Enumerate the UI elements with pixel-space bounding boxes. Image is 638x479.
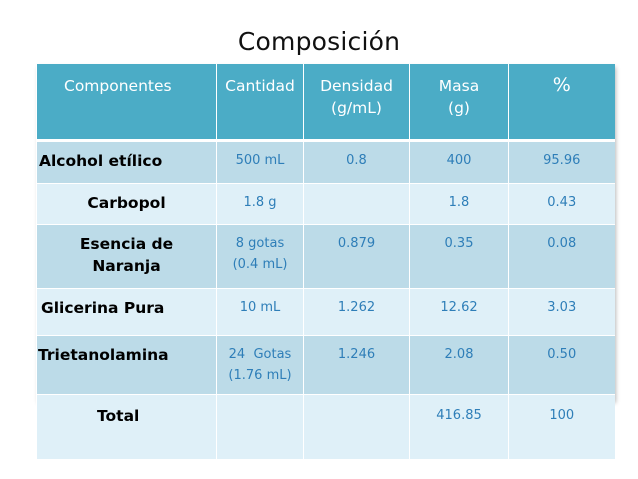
cell-quantity: 24 Gotas (1.76 mL) — [216, 335, 304, 395]
cell-component: Alcohol etílico — [36, 140, 217, 184]
cell-density: 0.8 — [303, 140, 410, 184]
cell-component: Carbopol — [36, 183, 217, 225]
cell-quantity: 10 mL — [216, 288, 304, 336]
cell-quantity: 500 mL — [216, 140, 304, 184]
cell-mass: 12.62 — [409, 288, 509, 336]
cell-component: Esencia de Naranja — [36, 224, 217, 289]
cell-quantity-line1: 8 gotas — [235, 236, 285, 251]
cell-percent: 0.50 — [508, 335, 615, 395]
cell-percent: 95.96 — [508, 140, 615, 184]
page-title: Composición — [237, 27, 401, 56]
cell-density: 1.262 — [303, 288, 410, 336]
cell-mass: 400 — [409, 140, 509, 184]
table-row: Alcohol etílico 500 mL 0.8 400 95.96 — [36, 140, 615, 184]
header-densidad-line2: (g/mL) — [331, 99, 382, 117]
cell-quantity-line2: (1.76 mL) — [228, 368, 292, 383]
cell-density — [303, 183, 410, 225]
cell-mass: 2.08 — [409, 335, 509, 395]
cell-percent: 0.43 — [508, 183, 615, 225]
header-masa-line2: (g) — [448, 99, 470, 117]
cell-density: 1.246 — [303, 335, 410, 395]
cell-percent: 3.03 — [508, 288, 615, 336]
cell-total-label: Total — [36, 394, 217, 460]
cell-quantity-line1: 24 Gotas — [228, 347, 292, 362]
cell-quantity: 1.8 g — [216, 183, 304, 225]
table-row: Carbopol 1.8 g 1.8 0.43 — [36, 183, 615, 225]
header-percent: % — [508, 64, 615, 142]
table-row: Glicerina Pura 10 mL 1.262 12.62 3.03 — [36, 288, 615, 336]
cell-mass: 1.8 — [409, 183, 509, 225]
header-cantidad: Cantidad — [216, 64, 304, 142]
composition-table-container: Componentes Cantidad Densidad (g/mL) Masa… — [36, 64, 615, 460]
cell-component: Trietanolamina — [36, 335, 217, 395]
table-header-row: Componentes Cantidad Densidad (g/mL) Masa… — [36, 64, 615, 142]
header-masa: Masa (g) — [409, 64, 509, 142]
header-densidad-line1: Densidad — [320, 77, 393, 95]
header-masa-line1: Masa — [438, 77, 480, 95]
cell-quantity-line2: (0.4 mL) — [232, 257, 288, 272]
table-row: Esencia de Naranja 8 gotas (0.4 mL) 0.879 … — [36, 224, 615, 289]
composition-table: Componentes Cantidad Densidad (g/mL) Masa… — [36, 64, 615, 460]
cell-quantity — [216, 394, 304, 460]
cell-component-line1: Esencia de — [79, 235, 174, 253]
cell-density: 0.879 — [303, 224, 410, 289]
cell-component-line2: Naranja — [92, 257, 161, 275]
cell-component: Glicerina Pura — [36, 288, 217, 336]
table-row: Trietanolamina 24 Gotas (1.76 mL) 1.246 2… — [36, 335, 615, 395]
cell-quantity: 8 gotas (0.4 mL) — [216, 224, 304, 289]
cell-mass: 0.35 — [409, 224, 509, 289]
cell-percent: 100 — [508, 394, 615, 460]
cell-percent: 0.08 — [508, 224, 615, 289]
cell-density — [303, 394, 410, 460]
header-componentes: Componentes — [36, 64, 217, 142]
cell-mass: 416.85 — [409, 394, 509, 460]
table-row-total: Total 416.85 100 — [36, 394, 615, 460]
header-densidad: Densidad (g/mL) — [303, 64, 410, 142]
